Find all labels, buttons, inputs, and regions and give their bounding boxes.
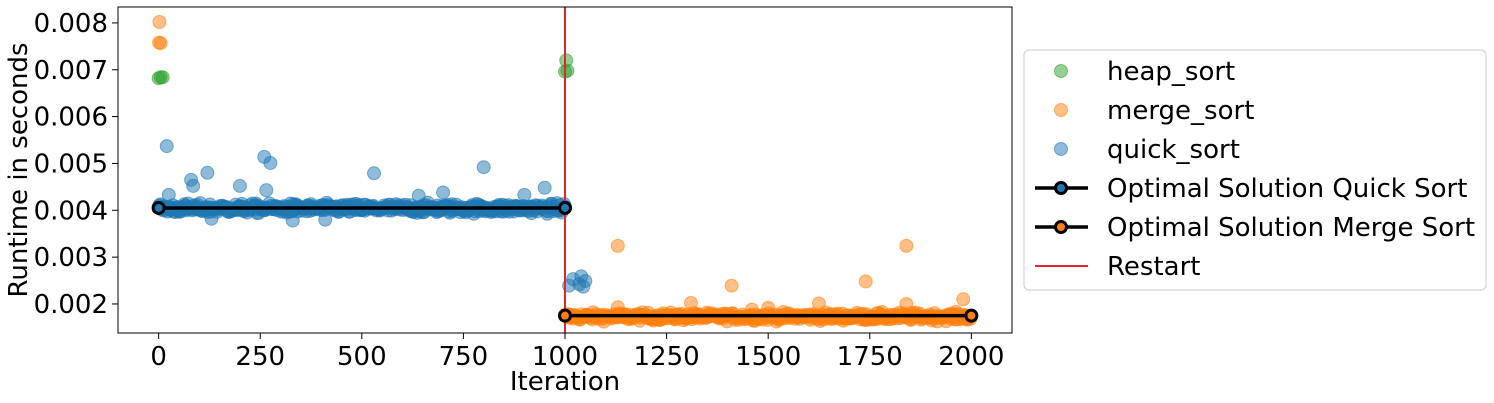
legend-marker xyxy=(1054,64,1068,78)
quick-sort-point xyxy=(576,279,591,294)
y-tick-label: 0.007 xyxy=(34,56,108,86)
x-axis-label: Iteration xyxy=(510,367,620,397)
x-tick-label: 1500 xyxy=(735,342,801,372)
legend-label: quick_sort xyxy=(1107,135,1240,165)
quick-sort-point xyxy=(318,212,333,227)
optimal-solution-quick-sort-marker xyxy=(558,200,572,215)
quick-sort-point xyxy=(537,180,552,195)
y-tick-label: 0.006 xyxy=(34,103,108,133)
merge-sort-point xyxy=(610,238,625,253)
x-tick-label: 250 xyxy=(235,342,285,372)
y-tick-label: 0.008 xyxy=(34,9,108,39)
legend-entry: Restart xyxy=(1035,252,1200,282)
legend-entry: Optimal Solution Quick Sort xyxy=(1035,174,1467,204)
y-tick-label: 0.005 xyxy=(34,149,108,179)
merge-sort-point xyxy=(899,296,914,311)
optimal-solution-merge-sort-marker xyxy=(964,308,979,323)
legend-label: heap_sort xyxy=(1107,57,1235,87)
quick-sort-point xyxy=(204,211,219,226)
merge-sort-point xyxy=(761,300,776,315)
legend-marker xyxy=(1054,142,1068,156)
legend-label: merge_sort xyxy=(1107,96,1254,126)
legend-marker xyxy=(1054,181,1068,195)
x-axis: 0 250 500 750 1000 1250 1500 1750 2000 xyxy=(150,333,1004,372)
x-tick-label: 1250 xyxy=(634,342,700,372)
y-tick-label: 0.004 xyxy=(34,196,108,226)
quick-sort-point xyxy=(476,160,491,175)
x-tick-label: 500 xyxy=(337,342,387,372)
y-tick-label: 0.003 xyxy=(34,243,108,273)
y-tick-label: 0.002 xyxy=(34,290,108,320)
legend-label: Optimal Solution Quick Sort xyxy=(1107,174,1467,204)
legend-entry: merge_sort xyxy=(1054,96,1254,126)
quick-sort-point xyxy=(200,165,215,180)
heap-sort-point xyxy=(560,63,575,78)
legend-entry: quick_sort xyxy=(1054,135,1240,165)
x-tick-label: 0 xyxy=(150,342,167,372)
quick-sort-point xyxy=(411,188,426,203)
merge-sort-point xyxy=(956,292,971,307)
quick-sort-point xyxy=(232,178,247,193)
merge-sort-point xyxy=(858,274,873,289)
x-tick-label: 1750 xyxy=(837,342,903,372)
series-lines xyxy=(151,7,979,333)
legend-marker xyxy=(1054,220,1068,234)
legend: heap_sort merge_sort quick_sort Optimal Sol… xyxy=(1023,49,1487,291)
quick-sort-point xyxy=(285,213,300,228)
quick-sort-point xyxy=(161,187,176,202)
quick-sort-point xyxy=(159,139,174,154)
heap-sort-point xyxy=(155,70,170,85)
y-axis-label: Runtime in seconds xyxy=(4,42,34,297)
optimal-solution-quick-sort-marker xyxy=(151,200,166,215)
x-tick-label: 2000 xyxy=(938,342,1004,372)
merge-sort-point xyxy=(153,36,168,51)
legend-box xyxy=(1023,49,1487,291)
x-tick-label: 1000 xyxy=(532,342,598,372)
quick-sort-point xyxy=(186,178,201,193)
quick-sort-point xyxy=(436,185,451,200)
quick-sort-point xyxy=(367,166,382,181)
merge-sort-point xyxy=(683,296,698,311)
optimal-solution-merge-sort-marker xyxy=(558,308,572,323)
x-tick-label: 750 xyxy=(439,342,489,372)
merge-sort-point xyxy=(152,14,167,29)
merge-sort-point xyxy=(899,238,914,253)
quick-sort-point xyxy=(517,187,532,202)
legend-entry: heap_sort xyxy=(1054,57,1235,87)
merge-sort-point xyxy=(610,300,625,315)
legend-marker xyxy=(1054,103,1068,117)
merge-sort-point xyxy=(724,278,739,293)
merge-sort-point xyxy=(811,296,826,311)
quick-sort-point xyxy=(263,155,278,170)
quick-sort-point xyxy=(259,183,274,198)
legend-label: Optimal Solution Merge Sort xyxy=(1107,213,1475,243)
legend-label: Restart xyxy=(1107,252,1200,282)
y-axis: 0.002 0.003 0.004 0.005 0.006 0.007 0.008 xyxy=(34,9,118,320)
legend-entry: Optimal Solution Merge Sort xyxy=(1035,213,1475,243)
